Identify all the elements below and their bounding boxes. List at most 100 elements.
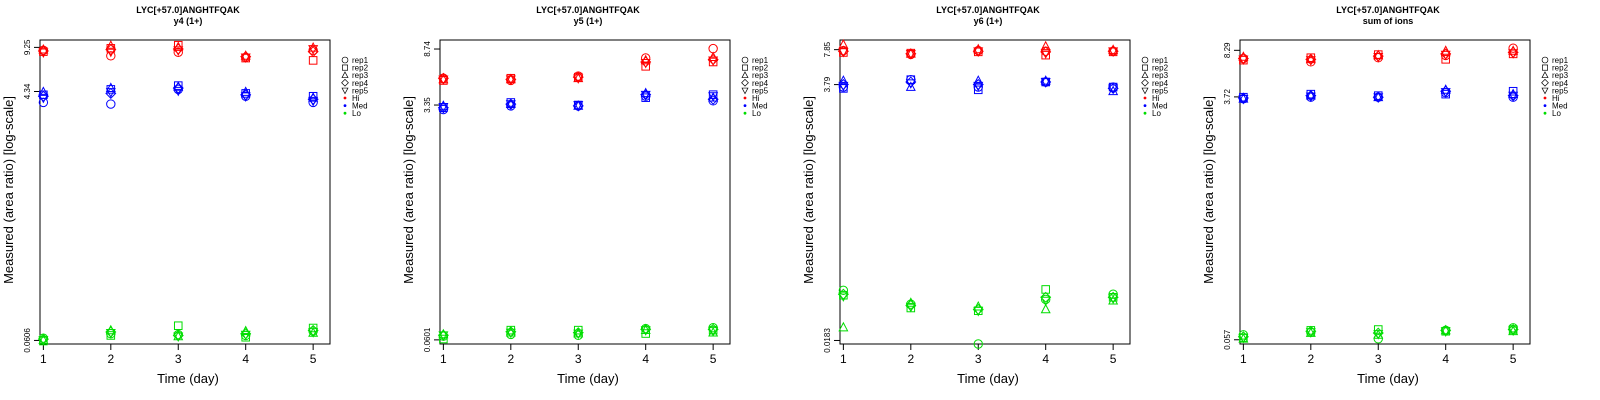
legend-marker-rep2	[1142, 64, 1148, 71]
legend-label: rep1	[1152, 56, 1169, 65]
data-points	[837, 39, 1119, 349]
data-point-med-rep5	[1440, 88, 1451, 98]
y-tick-label: 0.0183	[823, 328, 832, 353]
y-tick-label: 0.057	[1223, 329, 1232, 350]
legend-marker-rep3	[341, 71, 349, 78]
x-tick-label: 3	[1375, 352, 1382, 366]
legend-marker-rep1	[1141, 56, 1149, 64]
legend-label: Med	[352, 102, 368, 111]
data-point-med-rep4	[707, 93, 719, 105]
x-tick-label: 3	[575, 352, 582, 366]
legend-label: Hi	[1552, 94, 1560, 103]
legend-label: rep5	[752, 86, 769, 95]
data-point-hi-rep2	[308, 56, 318, 65]
data-point-med-rep3	[905, 81, 916, 91]
data-point-med-rep2	[641, 93, 650, 102]
data-point-med-rep5	[105, 88, 116, 98]
y-axis-label: Measured (area ratio) [log-scale]	[1, 96, 16, 284]
y-tick-label: 3.72	[1223, 89, 1232, 105]
data-point-hi-rep1	[173, 47, 183, 58]
legend-dot-hi	[1543, 96, 1547, 100]
data-point-lo-rep1	[973, 339, 983, 349]
data-point-lo-rep2	[1108, 293, 1118, 302]
legend-dot-med	[1143, 104, 1147, 107]
data-point-med-rep5	[708, 92, 719, 102]
x-tick-label: 1	[1240, 352, 1247, 366]
legend-label: Med	[1152, 102, 1168, 111]
legend-label: rep1	[352, 56, 369, 65]
data-point-lo-rep5	[240, 330, 251, 341]
data-point-hi-rep5	[1238, 55, 1249, 66]
data-points	[37, 40, 319, 346]
data-point-med-rep3	[38, 86, 49, 96]
data-point-hi-rep5	[640, 58, 651, 69]
legend-label: Hi	[352, 94, 360, 103]
data-point-med-rep1	[106, 99, 116, 109]
legend-marker-rep1	[341, 56, 349, 64]
legend-label: Lo	[752, 109, 761, 118]
data-point-med-rep5	[573, 101, 584, 111]
data-point-med-rep5	[1508, 91, 1519, 102]
data-points	[1237, 43, 1519, 344]
data-point-hi-rep5	[240, 53, 251, 64]
data-point-hi-rep5	[505, 75, 516, 86]
x-tick-label: 5	[710, 352, 717, 366]
data-point-lo-rep5	[1108, 294, 1119, 305]
legend-dot-hi	[343, 96, 347, 100]
data-point-med-rep4	[105, 87, 117, 99]
data-point-med-rep5	[1238, 94, 1249, 105]
legend-dot-lo	[343, 111, 347, 115]
data-point-med-rep5	[505, 100, 516, 110]
chart-svg-y4: LYC[+57.0]ANGHTFQAK y4 (1+) Measured (ar…	[1, 5, 369, 386]
data-point-med-rep5	[1305, 92, 1316, 103]
data-point-lo-rep4	[1040, 291, 1052, 303]
x-axis-label: Time (day)	[557, 371, 619, 386]
x-tick-label: 1	[440, 352, 447, 366]
legend-marker-rep1	[741, 56, 749, 64]
legend-marker-rep3	[1541, 71, 1549, 78]
data-point-med-rep3	[1305, 89, 1316, 100]
legend-marker-rep4	[341, 78, 349, 87]
data-point-med-rep2	[1508, 86, 1518, 96]
data-point-hi-rep5	[105, 47, 116, 58]
y-tick-label: 3.79	[823, 76, 832, 92]
data-point-lo-rep2	[173, 321, 183, 330]
chart-svg-y6: LYC[+57.0]ANGHTFQAK y6 (1+) Measured (ar…	[801, 5, 1169, 386]
data-point-lo-rep2	[439, 334, 448, 344]
data-point-hi-rep5	[438, 75, 449, 86]
data-point-hi-rep5	[308, 45, 319, 55]
data-point-med-rep5	[1108, 84, 1119, 95]
data-point-med-rep5	[173, 86, 184, 97]
data-point-med-rep5	[973, 81, 984, 92]
chart-panel-y6: LYC[+57.0]ANGHTFQAK y6 (1+) Measured (ar…	[800, 0, 1200, 400]
legend-marker-rep3	[741, 71, 749, 78]
data-point-hi-rep3	[1373, 49, 1384, 60]
data-point-lo-rep3	[438, 328, 449, 339]
data-point-hi-rep5	[573, 74, 584, 84]
data-point-hi-rep5	[1040, 49, 1051, 59]
data-point-med-rep5	[308, 96, 319, 107]
data-point-lo-rep1	[573, 330, 583, 340]
data-point-hi-rep5	[38, 48, 49, 59]
x-tick-label: 2	[507, 352, 514, 366]
data-point-med-rep5	[905, 79, 916, 89]
x-tick-label: 4	[1442, 352, 1449, 366]
data-point-hi-rep5	[838, 47, 849, 58]
chart-svg-sum-of-ions: LYC[+57.0]ANGHTFQAK sum of ions Measured…	[1201, 5, 1569, 386]
chart-panel-sum-of-ions: LYC[+57.0]ANGHTFQAK sum of ions Measured…	[1200, 0, 1600, 400]
data-point-lo-rep5	[708, 327, 719, 337]
legend-marker-rep2	[1542, 64, 1548, 71]
data-point-med-rep5	[838, 81, 849, 92]
data-point-lo-rep5	[1508, 326, 1519, 337]
plot-frame	[839, 39, 1131, 345]
data-point-lo-rep1	[838, 285, 849, 296]
legend-label: Lo	[1152, 109, 1161, 118]
data-point-hi-rep2	[641, 62, 650, 71]
data-point-lo-rep5	[173, 332, 184, 343]
data-point-lo-rep5	[308, 328, 319, 338]
data-point-lo-rep5	[905, 302, 916, 313]
data-point-lo-rep5	[640, 326, 651, 336]
data-point-hi-rep3	[1305, 53, 1316, 64]
chart-subtitle: y5 (1+)	[574, 16, 603, 26]
